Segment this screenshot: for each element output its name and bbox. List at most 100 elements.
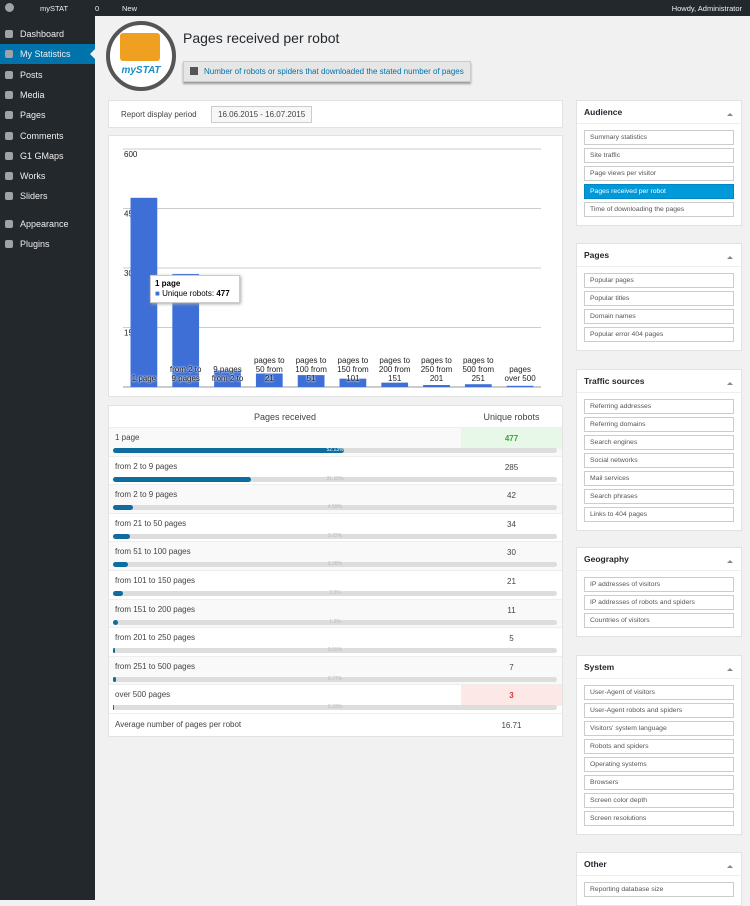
sidebar-panel: Geography IP addresses of visitors IP addr… xyxy=(576,547,742,637)
report-link[interactable]: Summary statistics xyxy=(584,130,734,145)
sidebar-panel: Traffic sources Referring addresses Referr… xyxy=(576,369,742,531)
report-link[interactable]: Screen color depth xyxy=(584,793,734,808)
progress-label: 31.15% xyxy=(326,475,344,482)
menu-item[interactable]: G1 GMaps xyxy=(0,146,95,166)
menu-item[interactable]: Dashboard xyxy=(0,24,95,44)
report-link[interactable]: Domain names xyxy=(584,309,734,324)
progress-track: 3.28% xyxy=(113,561,557,568)
comments-count[interactable]: 0 xyxy=(95,4,100,13)
panel-title[interactable]: Audience xyxy=(577,101,741,124)
report-link[interactable]: Pages received per robot xyxy=(584,184,734,199)
x-tick-label: pages to 200 from 151 xyxy=(378,356,411,383)
tooltip-value: 477 xyxy=(216,289,230,298)
row-label: from 21 to 50 pages xyxy=(115,518,187,528)
progress-track: 0.55% xyxy=(113,647,557,654)
progress-bar xyxy=(113,562,128,568)
bar xyxy=(339,378,367,387)
sidebar-panel: Other Reporting database size xyxy=(576,852,742,906)
row-label: from 51 to 100 pages xyxy=(115,547,191,557)
report-link[interactable]: IP addresses of visitors xyxy=(584,577,734,592)
report-link[interactable]: Site traffic xyxy=(584,148,734,163)
report-link[interactable]: Popular titles xyxy=(584,291,734,306)
footer-value: 16.71 xyxy=(501,721,522,730)
menu-item[interactable]: Pages xyxy=(0,105,95,125)
report-link[interactable]: Links to 404 pages xyxy=(584,507,734,522)
menu-item[interactable]: My Statistics xyxy=(0,44,95,65)
page-title: Pages received per robot xyxy=(183,30,340,46)
table-row: from 151 to 200 pages 11 1.2% xyxy=(109,598,562,629)
progress-bar xyxy=(113,676,117,682)
menu-item[interactable]: Sliders xyxy=(0,186,95,206)
progress-track: 0.77% xyxy=(113,675,557,682)
row-label: over 500 pages xyxy=(115,690,171,700)
menu-icon xyxy=(5,131,13,140)
report-link[interactable]: Robots and spiders xyxy=(584,739,734,754)
panel-title[interactable]: Pages xyxy=(577,244,741,267)
report-link[interactable]: Social networks xyxy=(584,453,734,468)
menu-icon xyxy=(5,50,13,59)
wp-logo[interactable] xyxy=(5,3,14,12)
report-link[interactable]: Referring addresses xyxy=(584,399,734,414)
menu-item[interactable]: Works xyxy=(0,166,95,186)
row-label: 1 page xyxy=(115,433,140,442)
footer-label: Average number of pages per robot xyxy=(115,720,242,729)
greeting[interactable]: Howdy, Administrator xyxy=(671,4,742,13)
progress-track: 2.3% xyxy=(113,590,557,596)
table-row: from 201 to 250 pages 5 0.55% xyxy=(109,627,562,657)
report-link[interactable]: Search phrases xyxy=(584,489,734,504)
progress-track: 0.33% xyxy=(113,704,557,711)
table-row: 1 page 477 52.13% xyxy=(109,427,562,457)
row-label: from 201 to 250 pages xyxy=(115,633,196,643)
progress-bar xyxy=(113,448,345,453)
x-tick-label: pages to 250 from 201 xyxy=(420,356,453,383)
menu-icon xyxy=(5,192,13,201)
new-link[interactable]: New xyxy=(122,4,138,13)
table-row: from 2 to 9 pages 42 4.59% xyxy=(109,484,562,514)
report-link[interactable]: Browsers xyxy=(584,775,734,790)
report-link[interactable]: Visitors' system language xyxy=(584,721,734,736)
panel-title[interactable]: Traffic sources xyxy=(577,370,741,393)
report-link[interactable]: Search engines xyxy=(584,435,734,450)
menu-item[interactable]: Posts xyxy=(0,65,95,85)
table-row: from 2 to 9 pages 285 31.15% xyxy=(109,455,562,486)
period-value[interactable]: 16.06.2015 - 16.07.2015 xyxy=(211,106,313,123)
panel-title[interactable]: Other xyxy=(577,853,741,876)
report-link[interactable]: User-Agent of visitors xyxy=(584,685,734,700)
menu-item[interactable]: Comments xyxy=(0,126,95,146)
report-link[interactable]: Referring domains xyxy=(584,417,734,432)
logo: mySTAT xyxy=(106,21,176,91)
report-link[interactable]: Popular error 404 pages xyxy=(584,327,734,342)
progress-label: 0.55% xyxy=(327,647,343,654)
report-link[interactable]: Screen resolutions xyxy=(584,811,734,826)
progress-bar xyxy=(113,648,116,654)
period-bar: Report display period 16.06.2015 - 16.07… xyxy=(108,100,563,128)
table-row: from 251 to 500 pages 7 0.77% xyxy=(109,655,562,686)
panel-title[interactable]: Geography xyxy=(577,548,741,571)
table-row: from 51 to 100 pages 30 3.28% xyxy=(109,541,562,571)
panel-title[interactable]: System xyxy=(577,656,741,679)
report-link[interactable]: Time of downloading the pages xyxy=(584,202,734,217)
menu-icon xyxy=(5,151,13,160)
report-link[interactable]: Operating systems xyxy=(584,757,734,772)
sidebar-panel: System User-Agent of visitors User-Agent r… xyxy=(576,655,742,835)
period-label: Report display period xyxy=(121,110,197,119)
menu-item[interactable]: Appearance xyxy=(0,214,95,234)
report-link[interactable]: Popular pages xyxy=(584,273,734,288)
site-name[interactable]: mySTAT xyxy=(40,4,69,13)
bar xyxy=(506,385,534,387)
report-link[interactable]: Page views per visitor xyxy=(584,166,734,181)
x-tick-label: pages to 100 from 51 xyxy=(295,356,327,383)
description-button[interactable]: Number of robots or spiders that downloa… xyxy=(183,61,471,82)
data-table: Pages received Unique robots 1 page 477 52… xyxy=(108,405,563,737)
row-label: from 2 to 9 pages xyxy=(115,490,178,500)
report-link[interactable]: IP addresses of robots and spiders xyxy=(584,595,734,610)
progress-label: 0.77% xyxy=(327,675,343,682)
menu-item[interactable]: Media xyxy=(0,85,95,105)
report-link[interactable]: Mail services xyxy=(584,471,734,486)
report-link[interactable]: Reporting database size xyxy=(584,882,734,897)
x-tick-label: from 2 to 9 pages xyxy=(169,365,202,383)
report-link[interactable]: Countries of visitors xyxy=(584,613,734,628)
menu-item[interactable]: Plugins xyxy=(0,234,95,254)
x-tick-label: pages to 500 from 251 xyxy=(462,356,495,383)
report-link[interactable]: User-Agent robots and spiders xyxy=(584,703,734,718)
